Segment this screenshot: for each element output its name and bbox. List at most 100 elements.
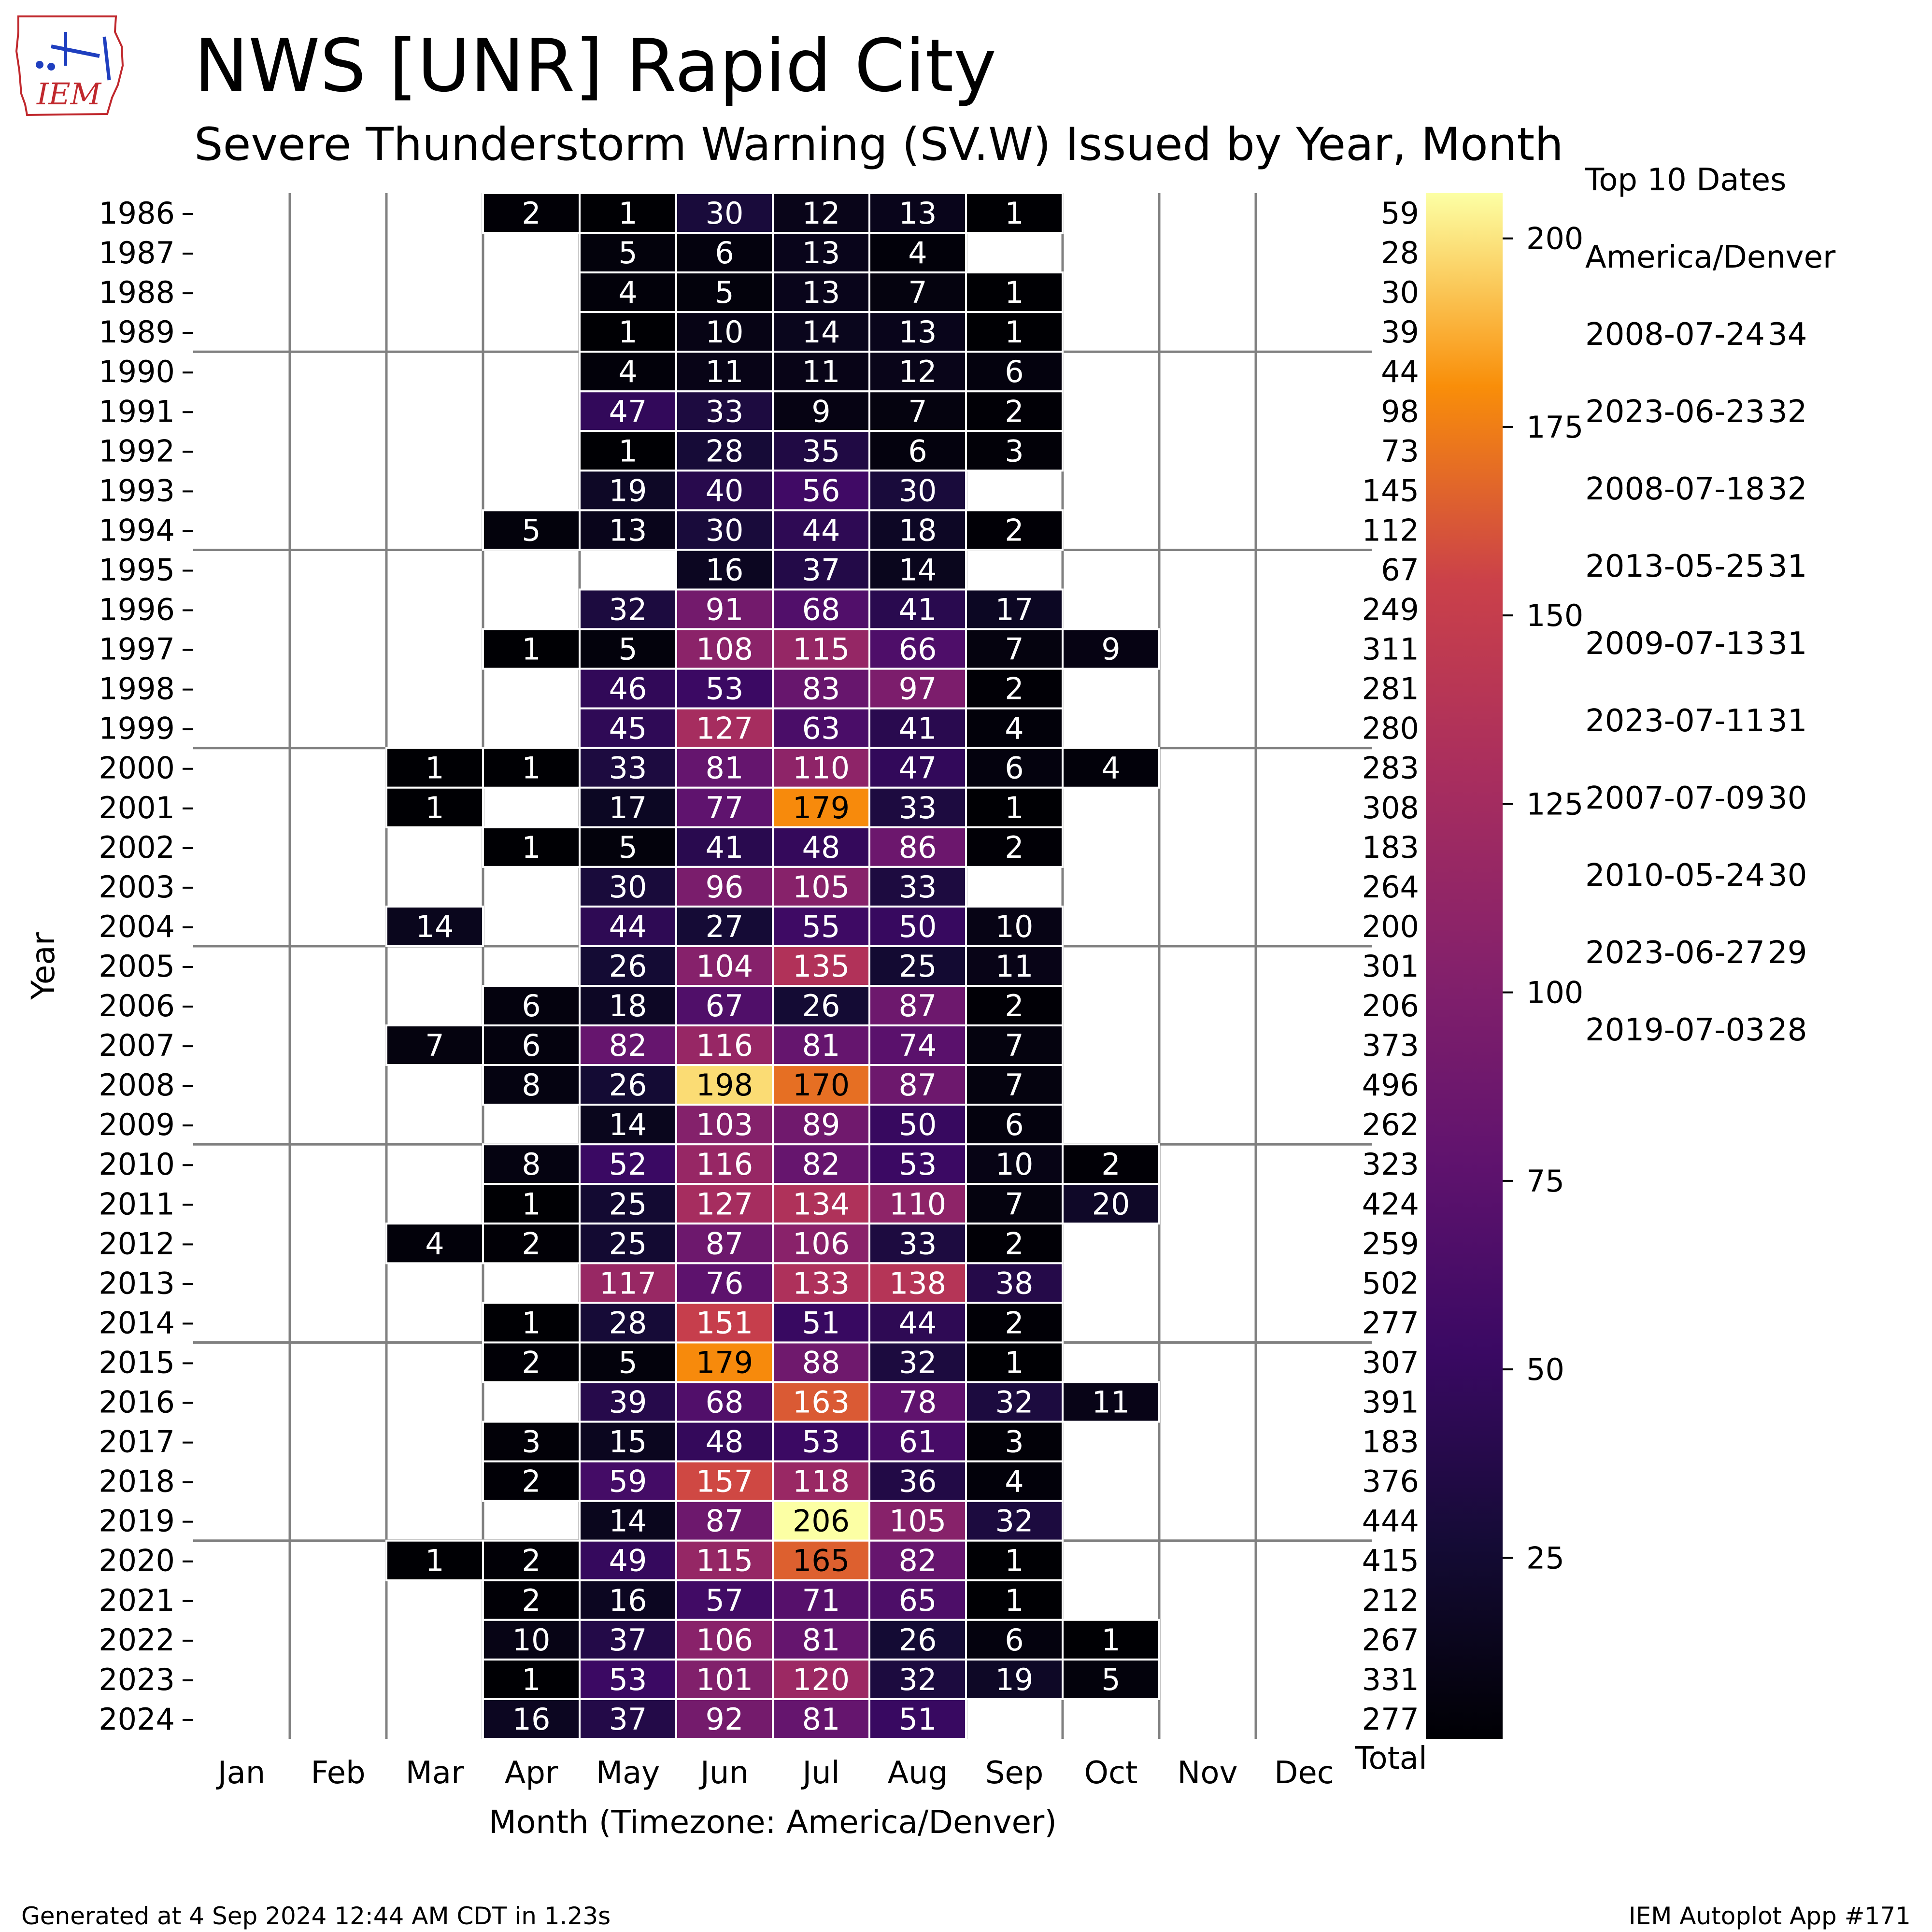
cell-value-label: 9 — [811, 394, 830, 429]
year-tick-label: 2022 — [99, 1622, 175, 1658]
year-tick-label: 2005 — [99, 949, 175, 984]
heatmap-cell — [579, 866, 677, 908]
chart-subtitle: Severe Thunderstorm Warning (SV.W) Issue… — [194, 118, 1563, 171]
year-total-label: 206 — [1362, 988, 1419, 1023]
year-tick-label: 2010 — [99, 1147, 175, 1182]
cell-value-label: 46 — [609, 671, 647, 707]
cell-value-label: 163 — [793, 1385, 850, 1420]
year-tick-label: 1989 — [99, 314, 175, 350]
year-tick-label: 2018 — [99, 1464, 175, 1499]
cell-value-label: 18 — [899, 512, 937, 548]
year-tick-label: 2024 — [99, 1702, 175, 1737]
cell-value-label: 7 — [1005, 632, 1023, 667]
year-total-label: 308 — [1362, 790, 1419, 825]
cell-value-label: 77 — [706, 790, 744, 825]
month-tick-label: Jan — [216, 1755, 266, 1791]
heatmap-cell — [868, 1539, 967, 1581]
year-tick-label: 2003 — [99, 869, 175, 905]
heatmap-cell — [868, 1262, 967, 1304]
cell-value-label: 120 — [793, 1662, 850, 1697]
top10-date: 2023-06-23 — [1585, 394, 1765, 430]
cell-value-label: 117 — [599, 1265, 656, 1301]
cell-value-label: 1 — [522, 1662, 540, 1697]
heatmap-cell — [675, 311, 774, 353]
top10-date: 2008-07-18 — [1585, 471, 1765, 507]
heatmap-cell — [385, 786, 484, 828]
cell-value-label: 7 — [425, 1028, 444, 1063]
year-total-label: 67 — [1381, 552, 1419, 587]
colorbar-tick-label: 125 — [1526, 786, 1583, 822]
cell-value-label: 6 — [908, 433, 927, 469]
cell-value-label: 33 — [706, 394, 744, 429]
heatmap-cell — [965, 1658, 1064, 1700]
heatmap-cell — [965, 1619, 1064, 1661]
cell-value-label: 32 — [899, 1662, 937, 1697]
year-total-label: 28 — [1381, 235, 1419, 270]
heatmap-cell — [482, 1222, 581, 1264]
cell-value-label: 49 — [609, 1543, 647, 1578]
year-total-label: 262 — [1362, 1107, 1419, 1142]
heatmap-cell — [579, 351, 677, 393]
heatmap-cell — [579, 271, 677, 313]
cell-value-label: 15 — [609, 1424, 647, 1460]
heatmap-cell — [868, 1143, 967, 1185]
cell-value-label: 52 — [609, 1147, 647, 1182]
cell-value-label: 138 — [889, 1265, 946, 1301]
year-tick-label: 2017 — [99, 1424, 175, 1460]
heatmap-cell — [772, 1262, 870, 1304]
cell-value-label: 81 — [802, 1028, 840, 1063]
top10-count: 31 — [1768, 703, 1807, 739]
cell-value-label: 56 — [802, 473, 840, 508]
cell-value-label: 179 — [696, 1345, 753, 1380]
heatmap-cell — [772, 1104, 870, 1146]
cell-value-label: 97 — [899, 671, 937, 707]
heatmap-cell — [868, 1104, 967, 1146]
cell-value-label: 78 — [899, 1385, 937, 1420]
cell-value-label: 37 — [609, 1702, 647, 1737]
cell-value-label: 1 — [1005, 314, 1023, 350]
cell-value-label: 12 — [899, 354, 937, 389]
heatmap-cell — [675, 1222, 774, 1264]
cell-value-label: 7 — [908, 275, 927, 310]
year-total-label: 277 — [1362, 1305, 1419, 1340]
heatmap-cell — [579, 628, 677, 670]
colorbar-tick-label: 25 — [1526, 1540, 1564, 1576]
heatmap-cell — [868, 1698, 967, 1740]
year-tick-label: 2023 — [99, 1662, 175, 1697]
cell-value-label: 2 — [1005, 988, 1023, 1023]
heatmap-cell — [965, 1421, 1064, 1463]
heatmap-cell — [965, 1262, 1064, 1304]
top10-count: 30 — [1768, 781, 1807, 816]
cell-value-label: 118 — [793, 1464, 850, 1499]
cell-value-label: 11 — [995, 949, 1034, 984]
heatmap-cell — [772, 945, 870, 987]
year-total-label: 30 — [1381, 275, 1419, 310]
heatmap-cell — [579, 1698, 677, 1740]
heatmap-chart: 2 1 30 12 13 15 6 13 44 5 13 7 11 10 14 13 14 11 11 12 647 33… — [25, 162, 1836, 1841]
cell-value-label: 3 — [1005, 1424, 1023, 1460]
cell-value-label: 25 — [899, 949, 937, 984]
heatmap-cell — [772, 707, 870, 749]
cell-value-label: 4 — [618, 275, 637, 310]
cell-value-label: 133 — [793, 1265, 850, 1301]
heatmap-cell — [482, 509, 581, 551]
cell-value-label: 2 — [522, 1226, 540, 1261]
cell-value-label: 28 — [706, 433, 744, 469]
cell-value-label: 14 — [899, 552, 937, 587]
cell-value-label: 1 — [522, 751, 540, 786]
cell-value-label: 101 — [696, 1662, 753, 1697]
cell-value-label: 87 — [899, 1067, 937, 1103]
year-tick-label: 2004 — [99, 909, 175, 944]
cell-value-label: 10 — [512, 1622, 551, 1658]
year-tick-label: 1991 — [99, 394, 175, 429]
cell-value-label: 1 — [522, 632, 540, 667]
year-total-label: 200 — [1362, 909, 1419, 944]
cell-value-label: 81 — [802, 1702, 840, 1737]
heatmap-cell — [772, 192, 870, 234]
heatmap-cell — [772, 1341, 870, 1383]
cell-value-label: 5 — [1101, 1662, 1120, 1697]
heatmap-cell — [868, 1302, 967, 1344]
cell-value-label: 26 — [802, 988, 840, 1023]
